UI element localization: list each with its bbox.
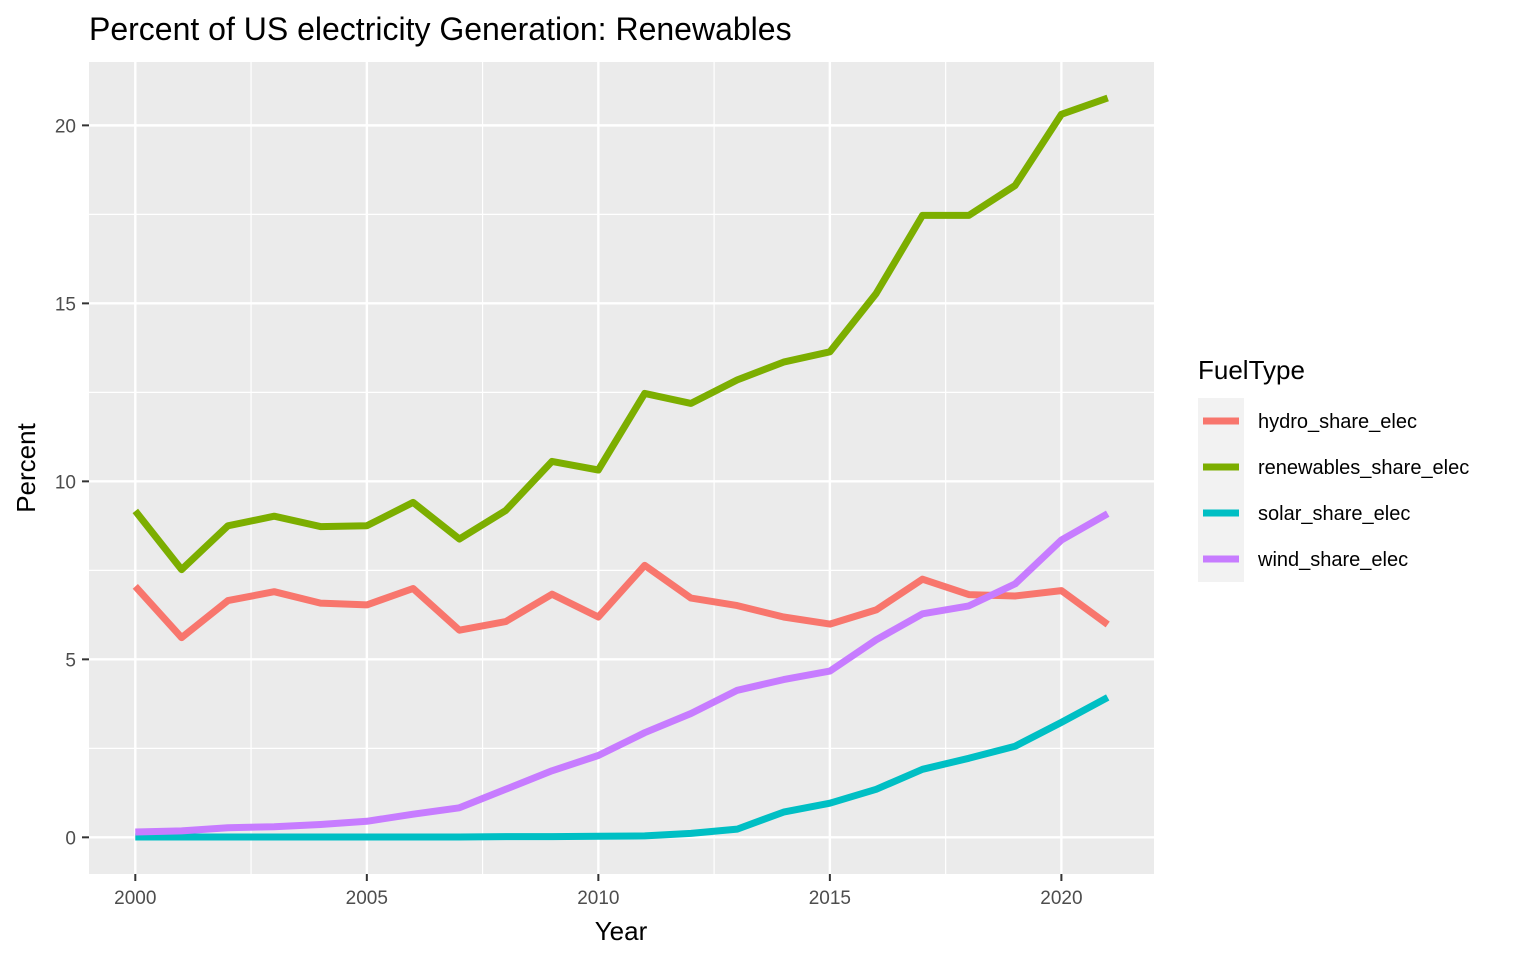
x-tick-label: 2020 xyxy=(1040,888,1082,909)
y-tick-label: 5 xyxy=(65,650,76,671)
legend-key-background xyxy=(1198,398,1244,582)
x-axis-title: Year xyxy=(595,916,648,946)
plot-panel xyxy=(89,62,1154,874)
x-axis-ticks: 2000 2005 2010 2015 2020 xyxy=(114,874,1083,909)
y-tick-label: 10 xyxy=(55,472,76,493)
y-axis-ticks: 0 5 10 15 20 xyxy=(55,116,89,849)
y-axis-title: Percent xyxy=(11,422,41,512)
legend-title: FuelType xyxy=(1198,355,1305,385)
series-line-solar_share_elec xyxy=(135,694,1110,841)
minor-gridlines xyxy=(89,62,1154,874)
x-tick-label: 2005 xyxy=(346,888,388,909)
y-tick-label: 15 xyxy=(55,294,76,315)
series-lines xyxy=(132,94,1110,841)
series-line-hydro_share_elec xyxy=(132,561,1110,642)
x-tick-label: 2015 xyxy=(809,888,851,909)
chart-title: Percent of US electricity Generation: Re… xyxy=(89,11,792,47)
legend-label-wind_share_elec: wind_share_elec xyxy=(1257,549,1408,571)
x-tick-label: 2000 xyxy=(114,888,156,909)
y-tick-label: 20 xyxy=(55,116,76,137)
legend-label-hydro_share_elec: hydro_share_elec xyxy=(1258,411,1417,433)
legend-label-solar_share_elec: solar_share_elec xyxy=(1258,503,1410,525)
legend: FuelType hydro_share_elec renewables_shar… xyxy=(1198,355,1469,582)
y-tick-label: 0 xyxy=(65,828,76,849)
x-tick-label: 2010 xyxy=(577,888,619,909)
legend-items: hydro_share_elec renewables_share_elecsol… xyxy=(1203,411,1469,571)
legend-label-renewables_share_elec: renewables_share_elec xyxy=(1258,457,1469,479)
series-line-renewables_share_elec xyxy=(132,94,1109,574)
series-line-wind_share_elec xyxy=(135,510,1110,836)
